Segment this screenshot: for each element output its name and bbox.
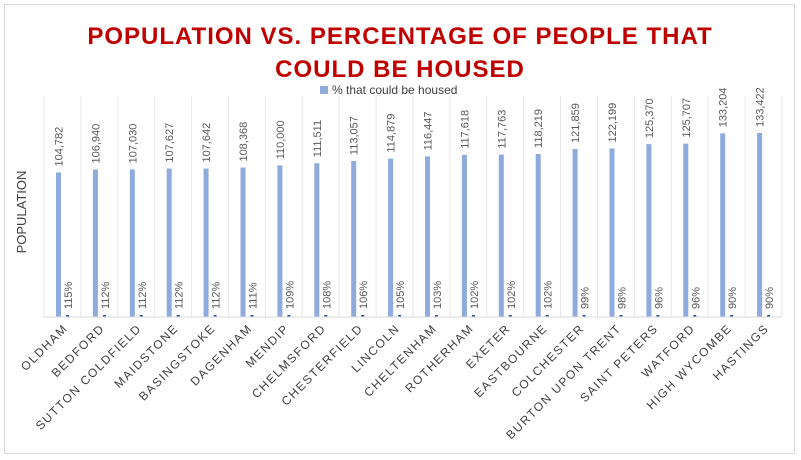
bar-percentage	[619, 315, 623, 317]
data-label-percentage: 106%	[358, 281, 370, 309]
data-label-population: 104,782	[54, 127, 66, 167]
data-label-population: 113,057	[349, 116, 361, 155]
chart-title-line-1: POPULATION VS. PERCENTAGE OF PEOPLE THAT	[87, 23, 712, 50]
data-label-percentage: 105%	[395, 281, 407, 309]
data-label-percentage: 112%	[100, 281, 112, 309]
legend-swatch	[320, 86, 328, 94]
data-label-population: 118,219	[533, 109, 545, 148]
bar-percentage	[250, 315, 254, 317]
bar-population	[609, 148, 615, 317]
bar-population	[461, 154, 467, 317]
bar-population	[351, 161, 357, 317]
chart-frame	[4, 4, 795, 454]
bar-population	[240, 167, 246, 317]
data-label-population: 110,000	[275, 120, 287, 159]
data-label-population: 122,199	[607, 103, 619, 143]
data-label-population: 107,030	[127, 124, 139, 164]
data-label-population: 114,879	[386, 114, 398, 153]
data-label-population: 111,511	[312, 120, 324, 157]
data-label-population: 117,763	[496, 110, 508, 149]
bar-population	[757, 133, 763, 317]
data-label-percentage: 90%	[727, 287, 739, 309]
bar-population	[56, 172, 61, 317]
data-label-population: 107,627	[164, 123, 176, 163]
bar-percentage	[213, 315, 217, 317]
bar-percentage	[139, 315, 143, 317]
data-label-population: 133,204	[718, 88, 730, 128]
bar-population	[720, 133, 726, 317]
data-label-population: 106,940	[90, 124, 102, 164]
bar-percentage	[66, 315, 69, 317]
data-label-percentage: 109%	[284, 281, 296, 309]
data-label-percentage: 115%	[63, 281, 75, 309]
bar-population	[572, 148, 578, 317]
bar-percentage	[471, 315, 475, 317]
data-label-percentage: 96%	[690, 287, 702, 309]
bar-population	[388, 158, 394, 317]
bar-percentage	[545, 315, 549, 317]
bar-percentage	[361, 315, 365, 317]
bar-percentage	[287, 315, 291, 317]
bar-population	[535, 153, 541, 317]
data-label-percentage: 102%	[506, 281, 518, 309]
data-labels: 104,782 115% 106,940 112% 107,030 112% 107,627…	[54, 87, 777, 309]
bar-population	[646, 144, 652, 317]
bar-percentage	[435, 315, 438, 317]
data-label-percentage: 103%	[432, 281, 444, 309]
data-label-population: 133,422	[755, 87, 767, 127]
bar-population	[129, 169, 135, 317]
data-label-percentage: 111%	[248, 282, 260, 309]
bar-population	[425, 156, 430, 317]
bar-population	[203, 168, 209, 317]
data-label-percentage: 108%	[321, 281, 333, 309]
data-label-percentage: 112%	[174, 281, 186, 309]
bar-population	[498, 154, 504, 317]
data-label-population: 125,370	[644, 98, 656, 138]
gridlines	[43, 96, 783, 317]
data-label-population: 117,618	[459, 110, 471, 149]
bar-population	[683, 143, 689, 317]
bar-percentage	[176, 315, 180, 317]
bar-percentage	[508, 315, 512, 317]
data-label-population: 125,707	[681, 98, 693, 138]
bar-percentage	[656, 315, 660, 317]
data-label-population: 108,368	[238, 122, 250, 162]
data-label-percentage: 102%	[543, 281, 555, 309]
data-label-percentage: 90%	[764, 287, 776, 309]
bar-percentage	[582, 315, 586, 317]
data-label-percentage: 98%	[617, 287, 629, 309]
legend: % that could be housed	[320, 83, 457, 97]
data-label-percentage: 112%	[211, 281, 223, 309]
bar-percentage	[102, 315, 106, 317]
data-label-percentage: 96%	[653, 287, 665, 309]
bars	[56, 133, 771, 317]
bar-percentage	[730, 315, 734, 317]
legend-label: % that could be housed	[332, 83, 457, 97]
category-label: MAIDSTONE	[112, 321, 182, 391]
bar-percentage	[398, 315, 402, 317]
data-label-percentage: 99%	[580, 287, 592, 309]
data-label-population: 116,447	[423, 111, 435, 150]
bar-population	[166, 168, 172, 317]
bar-percentage	[324, 315, 328, 317]
data-label-percentage: 112%	[137, 281, 149, 309]
data-label-population: 107,642	[201, 123, 213, 163]
bar-population	[314, 163, 320, 317]
chart-title-line-2: COULD BE HOUSED	[275, 56, 525, 83]
data-label-population: 121,859	[570, 103, 582, 143]
y-axis-label: POPULATION	[14, 171, 29, 254]
bar-population	[277, 165, 283, 317]
bar-percentage	[693, 315, 697, 317]
data-label-percentage: 102%	[469, 281, 481, 309]
bar-percentage	[767, 315, 771, 317]
bar-population	[92, 169, 98, 317]
